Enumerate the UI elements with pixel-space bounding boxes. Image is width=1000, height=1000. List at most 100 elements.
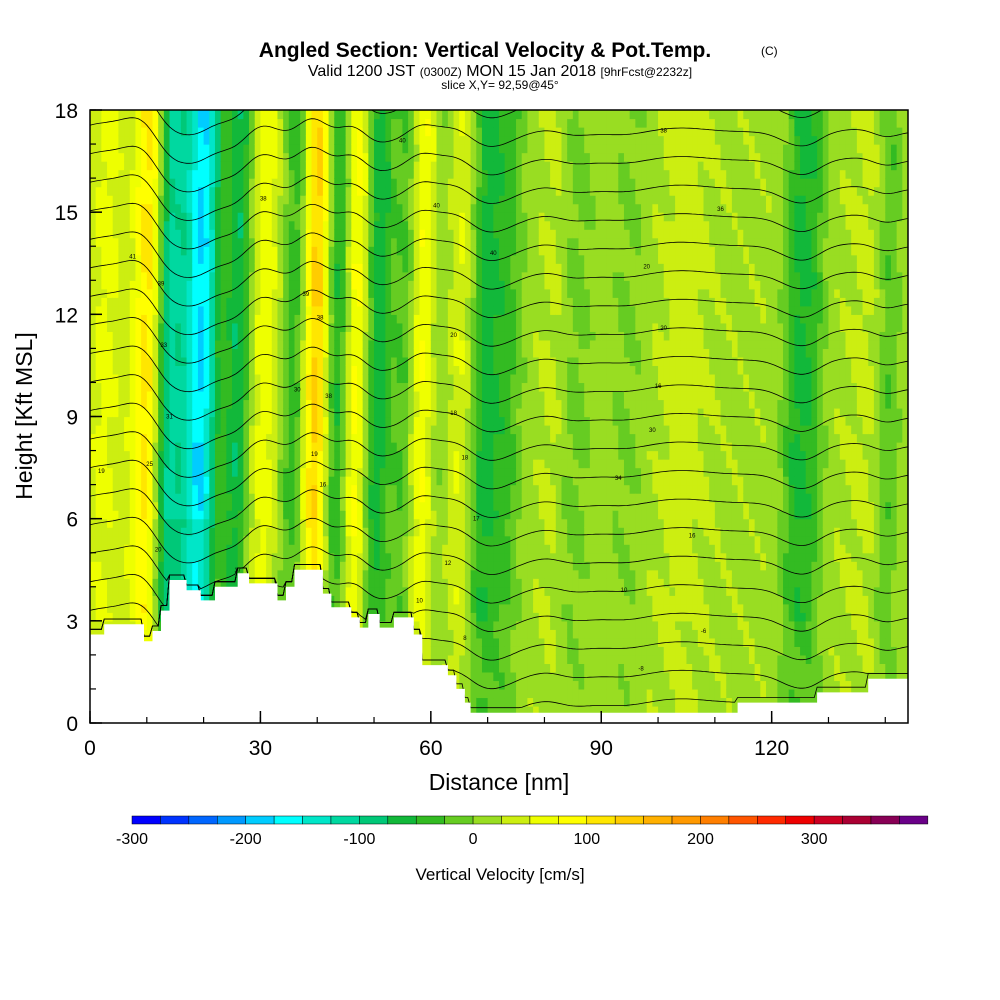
velocity-cell — [396, 433, 404, 443]
velocity-cell — [374, 246, 381, 256]
velocity-cell — [203, 229, 210, 239]
velocity-cell — [260, 501, 267, 511]
velocity-cell — [186, 280, 193, 290]
velocity-cell — [459, 144, 466, 154]
velocity-cell — [101, 220, 108, 230]
velocity-cell — [152, 280, 159, 290]
velocity-cell — [203, 127, 210, 137]
velocity-cell — [101, 339, 108, 349]
velocity-cell — [135, 518, 142, 528]
velocity-cell — [328, 144, 335, 154]
velocity-cell — [237, 407, 244, 418]
velocity-cell — [328, 442, 335, 452]
velocity-cell — [260, 561, 267, 571]
velocity-cell — [339, 186, 347, 196]
velocity-cell — [362, 212, 369, 222]
velocity-cell — [283, 229, 290, 239]
velocity-cell — [90, 442, 97, 452]
velocity-cell — [186, 527, 193, 537]
velocity-cell — [124, 527, 131, 537]
velocity-cell — [294, 416, 301, 426]
velocity-cell — [402, 612, 409, 622]
velocity-cell — [396, 425, 404, 435]
velocity-cell — [464, 220, 472, 230]
velocity-cell — [90, 544, 97, 554]
velocity-cell — [288, 433, 296, 443]
velocity-cell — [362, 348, 369, 358]
velocity-cell — [124, 152, 131, 162]
velocity-cell — [180, 442, 188, 452]
velocity-cell — [339, 246, 347, 256]
velocity-cell — [464, 246, 472, 256]
velocity-cell — [345, 595, 352, 605]
velocity-cell — [294, 373, 301, 384]
velocity-cell — [362, 229, 369, 239]
velocity-cell — [95, 578, 102, 588]
velocity-cell — [112, 212, 119, 222]
velocity-cell — [425, 280, 432, 290]
velocity-cell — [402, 373, 409, 384]
velocity-cell — [220, 535, 227, 545]
velocity-cell — [90, 118, 97, 128]
velocity-cell — [209, 144, 216, 154]
velocity-cell — [141, 152, 148, 162]
velocity-cell — [379, 348, 386, 358]
velocity-cell — [95, 620, 102, 630]
velocity-cell — [379, 373, 386, 384]
velocity-cell — [209, 297, 216, 307]
velocity-cell — [311, 331, 318, 341]
velocity-cell — [345, 331, 352, 341]
velocity-cell — [453, 569, 460, 579]
velocity-cell — [197, 382, 205, 392]
velocity-cell — [436, 161, 443, 171]
velocity-cell — [413, 118, 421, 128]
velocity-cell — [436, 527, 443, 537]
velocity-cell — [459, 246, 466, 256]
velocity-cell — [175, 535, 182, 545]
velocity-cell — [322, 229, 330, 239]
velocity-cell — [334, 339, 341, 349]
velocity-cell — [339, 433, 347, 443]
velocity-cell — [334, 459, 341, 469]
velocity-cell — [430, 356, 438, 367]
velocity-cell — [266, 459, 273, 469]
velocity-cell — [305, 271, 313, 281]
velocity-cell — [186, 322, 193, 332]
velocity-cell — [203, 578, 210, 588]
velocity-cell — [277, 178, 284, 188]
velocity-cell — [413, 339, 421, 349]
velocity-cell — [220, 339, 227, 349]
velocity-cell — [447, 399, 455, 409]
velocity-cell — [356, 569, 364, 579]
velocity-cell — [447, 450, 455, 460]
velocity-cell — [95, 501, 102, 511]
velocity-cell — [101, 552, 108, 562]
velocity-cell — [430, 620, 438, 630]
velocity-cell — [385, 390, 392, 401]
velocity-cell — [328, 322, 335, 332]
velocity-cell — [214, 467, 222, 477]
velocity-cell — [209, 127, 216, 137]
velocity-cell — [277, 237, 284, 247]
velocity-cell — [300, 501, 307, 511]
velocity-cell — [305, 450, 313, 460]
velocity-cell — [328, 561, 335, 571]
velocity-cell — [470, 280, 477, 290]
velocity-cell — [368, 527, 375, 537]
velocity-cell — [232, 322, 239, 332]
velocity-cell — [305, 407, 313, 418]
velocity-cell — [277, 425, 284, 435]
velocity-cell — [470, 297, 477, 307]
velocity-cell — [379, 399, 386, 409]
velocity-cell — [141, 365, 148, 375]
velocity-cell — [186, 297, 193, 307]
velocity-cell — [322, 305, 330, 315]
velocity-cell — [237, 178, 244, 188]
velocity-cell — [413, 620, 421, 630]
velocity-cell — [124, 578, 131, 588]
velocity-cell — [402, 416, 409, 426]
velocity-cell — [124, 501, 131, 511]
velocity-cell — [385, 544, 392, 554]
velocity-cell — [90, 152, 97, 162]
velocity-cell — [322, 510, 330, 520]
